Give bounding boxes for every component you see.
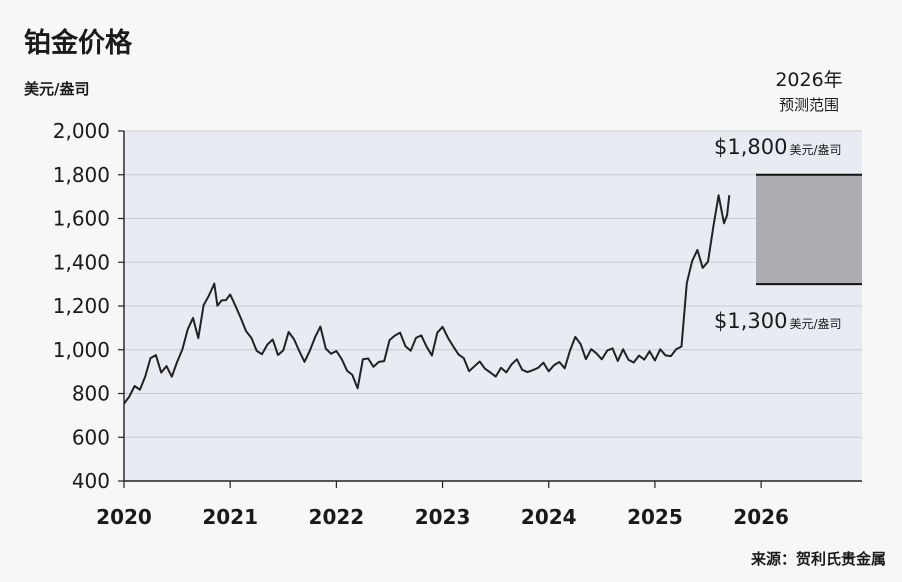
y-tick-label: 1,000 — [53, 338, 110, 362]
forecast-range-title: 2026年 — [775, 69, 842, 91]
chart-title: 铂金价格 — [24, 27, 133, 59]
y-axis-ticks: 400 600 800 1,000 1,200 1,400 1,600 1,800 2,000 — [53, 119, 125, 493]
y-tick-label: 800 — [72, 382, 110, 406]
x-tick-label: 2025 — [627, 505, 683, 529]
forecast-high-value: $1,800 — [714, 135, 787, 159]
x-tick-label: 2026 — [733, 505, 789, 529]
forecast-low-value: $1,300 — [714, 309, 787, 333]
platinum-price-line — [123, 194, 731, 405]
y-axis-unit-label: 美元/盎司 — [24, 80, 89, 98]
x-tick-label: 2024 — [521, 505, 577, 529]
y-tick-label: 1,200 — [53, 294, 110, 318]
y-tick-label: 400 — [72, 469, 110, 493]
x-tick-label: 2023 — [415, 505, 471, 529]
forecast-high-unit: 美元/盎司 — [789, 143, 841, 157]
y-tick-label: 1,400 — [53, 250, 110, 274]
forecast-low-label: $1,300 美元/盎司 — [714, 309, 842, 333]
source-note: 来源：贺利氏贵金属 — [750, 550, 886, 568]
y-tick-label: 1,800 — [53, 163, 110, 187]
x-axis-ticks: 2020 2021 2022 2023 2024 2025 2026 — [96, 480, 862, 529]
gridlines — [124, 130, 862, 482]
x-tick-label: 2020 — [96, 505, 152, 529]
x-tick-label: 2022 — [309, 505, 365, 529]
y-tick-label: 2,000 — [53, 119, 110, 143]
y-tick-label: 600 — [72, 425, 110, 449]
forecast-high-label: $1,800 美元/盎司 — [714, 135, 842, 159]
forecast-range-subtitle: 预测范围 — [779, 96, 839, 114]
x-tick-label: 2021 — [202, 505, 258, 529]
y-tick-label: 1,600 — [53, 207, 110, 231]
forecast-range-box — [756, 174, 862, 285]
forecast-low-unit: 美元/盎司 — [789, 317, 841, 331]
